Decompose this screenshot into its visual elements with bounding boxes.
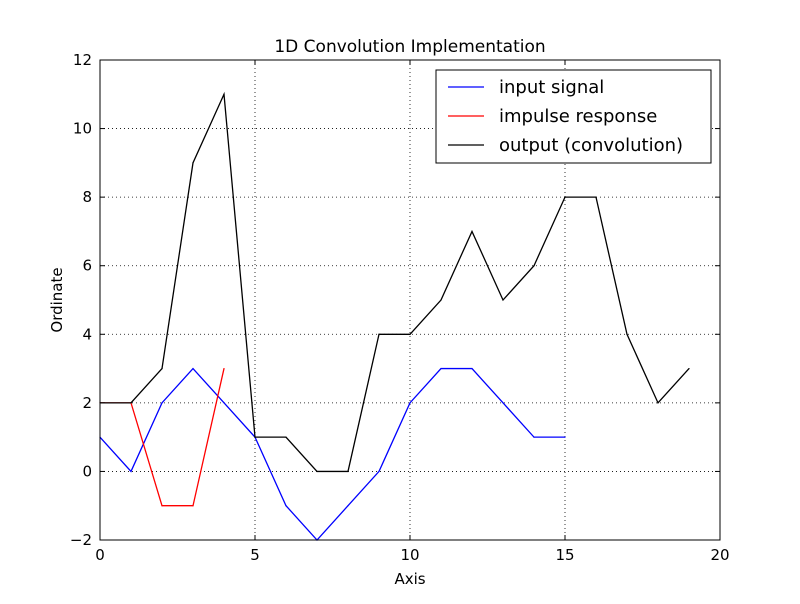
data-point-output-convolution bbox=[409, 333, 411, 335]
y-tick-label: 10 bbox=[73, 120, 92, 138]
data-point-impulse-response bbox=[192, 505, 194, 507]
y-tick-label: 6 bbox=[82, 257, 92, 275]
legend-label: input signal bbox=[499, 77, 604, 98]
y-tick-label: −2 bbox=[70, 531, 92, 549]
data-point-output-convolution bbox=[564, 196, 566, 198]
y-axis-label: Ordinate bbox=[48, 267, 66, 332]
data-point-output-convolution bbox=[316, 470, 318, 473]
data-point-output-convolution bbox=[254, 436, 256, 438]
data-point-output-convolution bbox=[130, 402, 132, 404]
y-tick-label: 4 bbox=[82, 325, 92, 343]
x-tick-label: 10 bbox=[400, 546, 419, 564]
data-point-output-convolution bbox=[223, 93, 225, 95]
data-point-output-convolution bbox=[688, 367, 690, 370]
data-point-impulse-response bbox=[223, 367, 225, 370]
y-tick-label: 0 bbox=[82, 462, 92, 480]
data-point-input-signal bbox=[502, 402, 504, 404]
data-point-input-signal bbox=[161, 402, 163, 404]
data-point-output-convolution bbox=[161, 367, 163, 370]
series-lines bbox=[99, 91, 690, 541]
data-point-output-convolution bbox=[192, 162, 194, 164]
data-point-output-convolution bbox=[626, 333, 628, 335]
legend-label: output (convolution) bbox=[499, 135, 683, 156]
x-tick-label: 15 bbox=[555, 546, 574, 564]
data-point-output-convolution bbox=[533, 265, 535, 267]
data-point-input-signal bbox=[347, 505, 349, 507]
data-point-input-signal bbox=[378, 470, 380, 473]
data-point-output-convolution bbox=[502, 299, 504, 301]
data-point-input-signal bbox=[285, 505, 287, 507]
data-point-output-convolution bbox=[440, 299, 442, 301]
legend-label: impulse response bbox=[499, 106, 657, 127]
series-line-input-signal bbox=[99, 367, 565, 541]
legend: input signal impulse response output (conv… bbox=[435, 69, 712, 164]
data-point-output-convolution bbox=[657, 402, 659, 404]
data-point-input-signal bbox=[130, 470, 132, 473]
data-point-impulse-response bbox=[161, 505, 163, 507]
data-point-input-signal bbox=[440, 367, 442, 370]
y-tick-label: 2 bbox=[82, 394, 92, 412]
data-point-input-signal bbox=[533, 436, 535, 438]
data-point-output-convolution bbox=[595, 196, 597, 198]
series-line-output-convolution bbox=[100, 91, 690, 473]
data-point-output-convolution bbox=[285, 436, 287, 438]
data-point-input-signal bbox=[223, 402, 225, 404]
x-tick-label: 5 bbox=[250, 546, 260, 564]
y-tick-label: 8 bbox=[82, 188, 92, 206]
chart-title: 1D Convolution Implementation bbox=[274, 37, 545, 57]
data-point-output-convolution bbox=[378, 333, 380, 335]
data-point-output-convolution bbox=[347, 470, 349, 473]
data-point-input-signal bbox=[564, 436, 566, 438]
data-point-output-convolution bbox=[471, 230, 473, 233]
x-tick-label: 20 bbox=[710, 546, 729, 564]
data-point-input-signal bbox=[471, 367, 473, 370]
x-axis-label: Axis bbox=[394, 570, 425, 588]
y-tick-label: 12 bbox=[73, 51, 92, 69]
data-point-input-signal bbox=[192, 367, 194, 370]
x-tick-label: 0 bbox=[95, 546, 105, 564]
data-point-input-signal bbox=[409, 402, 411, 404]
